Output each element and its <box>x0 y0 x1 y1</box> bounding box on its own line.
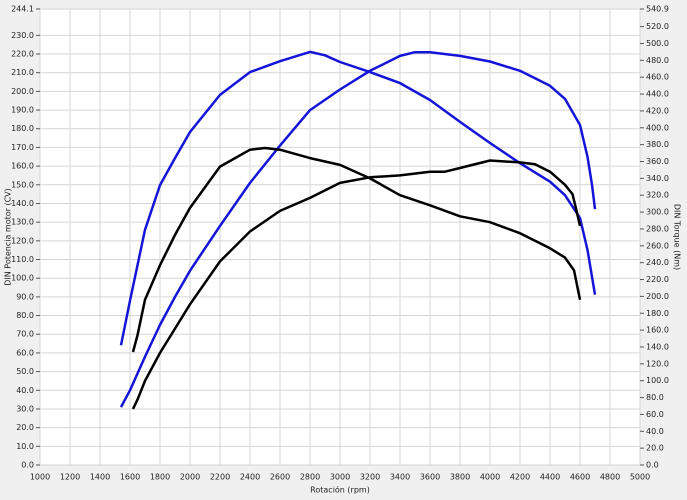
y2-tick-label: 60.0 <box>646 410 664 419</box>
x-tick-label: 3000 <box>330 473 350 482</box>
y-tick-label: 90.0 <box>16 292 34 301</box>
x-axis-label: Rotación (rpm) <box>310 485 370 495</box>
x-tick-label: 2600 <box>270 473 290 482</box>
x-tick-label: 2800 <box>300 473 320 482</box>
x-tick-label: 4800 <box>600 473 620 482</box>
y2-tick-label: 340.0 <box>646 174 669 183</box>
y2-tick-label: 440.0 <box>646 90 669 99</box>
x-tick-label: 2000 <box>180 473 200 482</box>
y2-tick-label: 220.0 <box>646 275 669 284</box>
y2-tick-label: 140.0 <box>646 342 669 351</box>
y2-tick-label: 480.0 <box>646 56 669 65</box>
y-tick-label: 0.0 <box>21 461 34 470</box>
y2-tick-label: 240.0 <box>646 258 669 267</box>
y-tick-label: 170.0 <box>11 143 34 152</box>
y-tick-label: 40.0 <box>16 386 34 395</box>
y2-tick-label: 300.0 <box>646 208 669 217</box>
y2-tick-label: 260.0 <box>646 241 669 250</box>
y2-tick-label: 0.0 <box>646 461 659 470</box>
y-tick-label: 110.0 <box>11 255 34 264</box>
x-tick-label: 3600 <box>420 473 440 482</box>
y-tick-label: 220.0 <box>11 50 34 59</box>
series-line <box>119 50 597 346</box>
y-tick-label: 180.0 <box>11 124 34 133</box>
y2-tick-label: 540.9 <box>646 5 669 14</box>
x-tick-label: 3800 <box>450 473 470 482</box>
y2-tick-label: 120.0 <box>646 359 669 368</box>
y2-tick-label: 460.0 <box>646 73 669 82</box>
x-tick-label: 3200 <box>360 473 380 482</box>
y2-tick-label: 180.0 <box>646 309 669 318</box>
y-axis-label: DIN Potencia motor (CV) <box>4 188 13 286</box>
y2-tick-label: 80.0 <box>646 393 664 402</box>
x-tick-label: 4000 <box>480 473 500 482</box>
x-tick-label: 2400 <box>240 473 260 482</box>
x-tick-label: 1800 <box>150 473 170 482</box>
y2-tick-label: 380.0 <box>646 140 669 149</box>
x-tick-label: 1200 <box>60 473 80 482</box>
y-tick-label: 244.1 <box>11 5 34 14</box>
y-tick-label: 190.0 <box>11 106 34 115</box>
y2-tick-label: 420.0 <box>646 106 669 115</box>
y-tick-label: 200.0 <box>11 87 34 96</box>
x-tick-label: 1600 <box>120 473 140 482</box>
y2-tick-label: 500.0 <box>646 39 669 48</box>
x-tick-label: 1000 <box>30 473 50 482</box>
y-tick-label: 230.0 <box>11 31 34 40</box>
y-tick-label: 160.0 <box>11 162 34 171</box>
series-line <box>131 159 582 410</box>
x-tick-label: 4400 <box>540 473 560 482</box>
y2-tick-label: 320.0 <box>646 191 669 200</box>
y-tick-label: 210.0 <box>11 68 34 77</box>
y-tick-label: 100.0 <box>11 274 34 283</box>
series-line <box>131 146 582 353</box>
y2-tick-label: 100.0 <box>646 376 669 385</box>
y-tick-label: 10.0 <box>16 442 34 451</box>
series-line <box>119 50 597 408</box>
y2-tick-label: 40.0 <box>646 427 664 436</box>
x-tick-label: 5000 <box>630 473 650 482</box>
y2-tick-label: 520.0 <box>646 22 669 31</box>
y-tick-label: 60.0 <box>16 348 34 357</box>
y2-tick-label: 360.0 <box>646 157 669 166</box>
y-tick-label: 120.0 <box>11 236 34 245</box>
y2-tick-label: 160.0 <box>646 326 669 335</box>
y-tick-label: 130.0 <box>11 218 34 227</box>
x-tick-label: 4600 <box>570 473 590 482</box>
y-tick-label: 140.0 <box>11 199 34 208</box>
y-tick-label: 80.0 <box>16 311 34 320</box>
x-tick-label: 2200 <box>210 473 230 482</box>
y2-tick-label: 200.0 <box>646 292 669 301</box>
y-tick-label: 150.0 <box>11 180 34 189</box>
y-tick-label: 50.0 <box>16 367 34 376</box>
x-tick-label: 4200 <box>510 473 530 482</box>
x-tick-label: 3400 <box>390 473 410 482</box>
y2-tick-label: 280.0 <box>646 224 669 233</box>
y-tick-label: 70.0 <box>16 330 34 339</box>
y-tick-label: 30.0 <box>16 404 34 413</box>
x-tick-label: 1400 <box>90 473 110 482</box>
y2-tick-label: 20.0 <box>646 444 664 453</box>
y2-axis-label: DIN Torque (Nm) <box>673 204 682 270</box>
y-tick-label: 20.0 <box>16 423 34 432</box>
y2-tick-label: 400.0 <box>646 123 669 132</box>
